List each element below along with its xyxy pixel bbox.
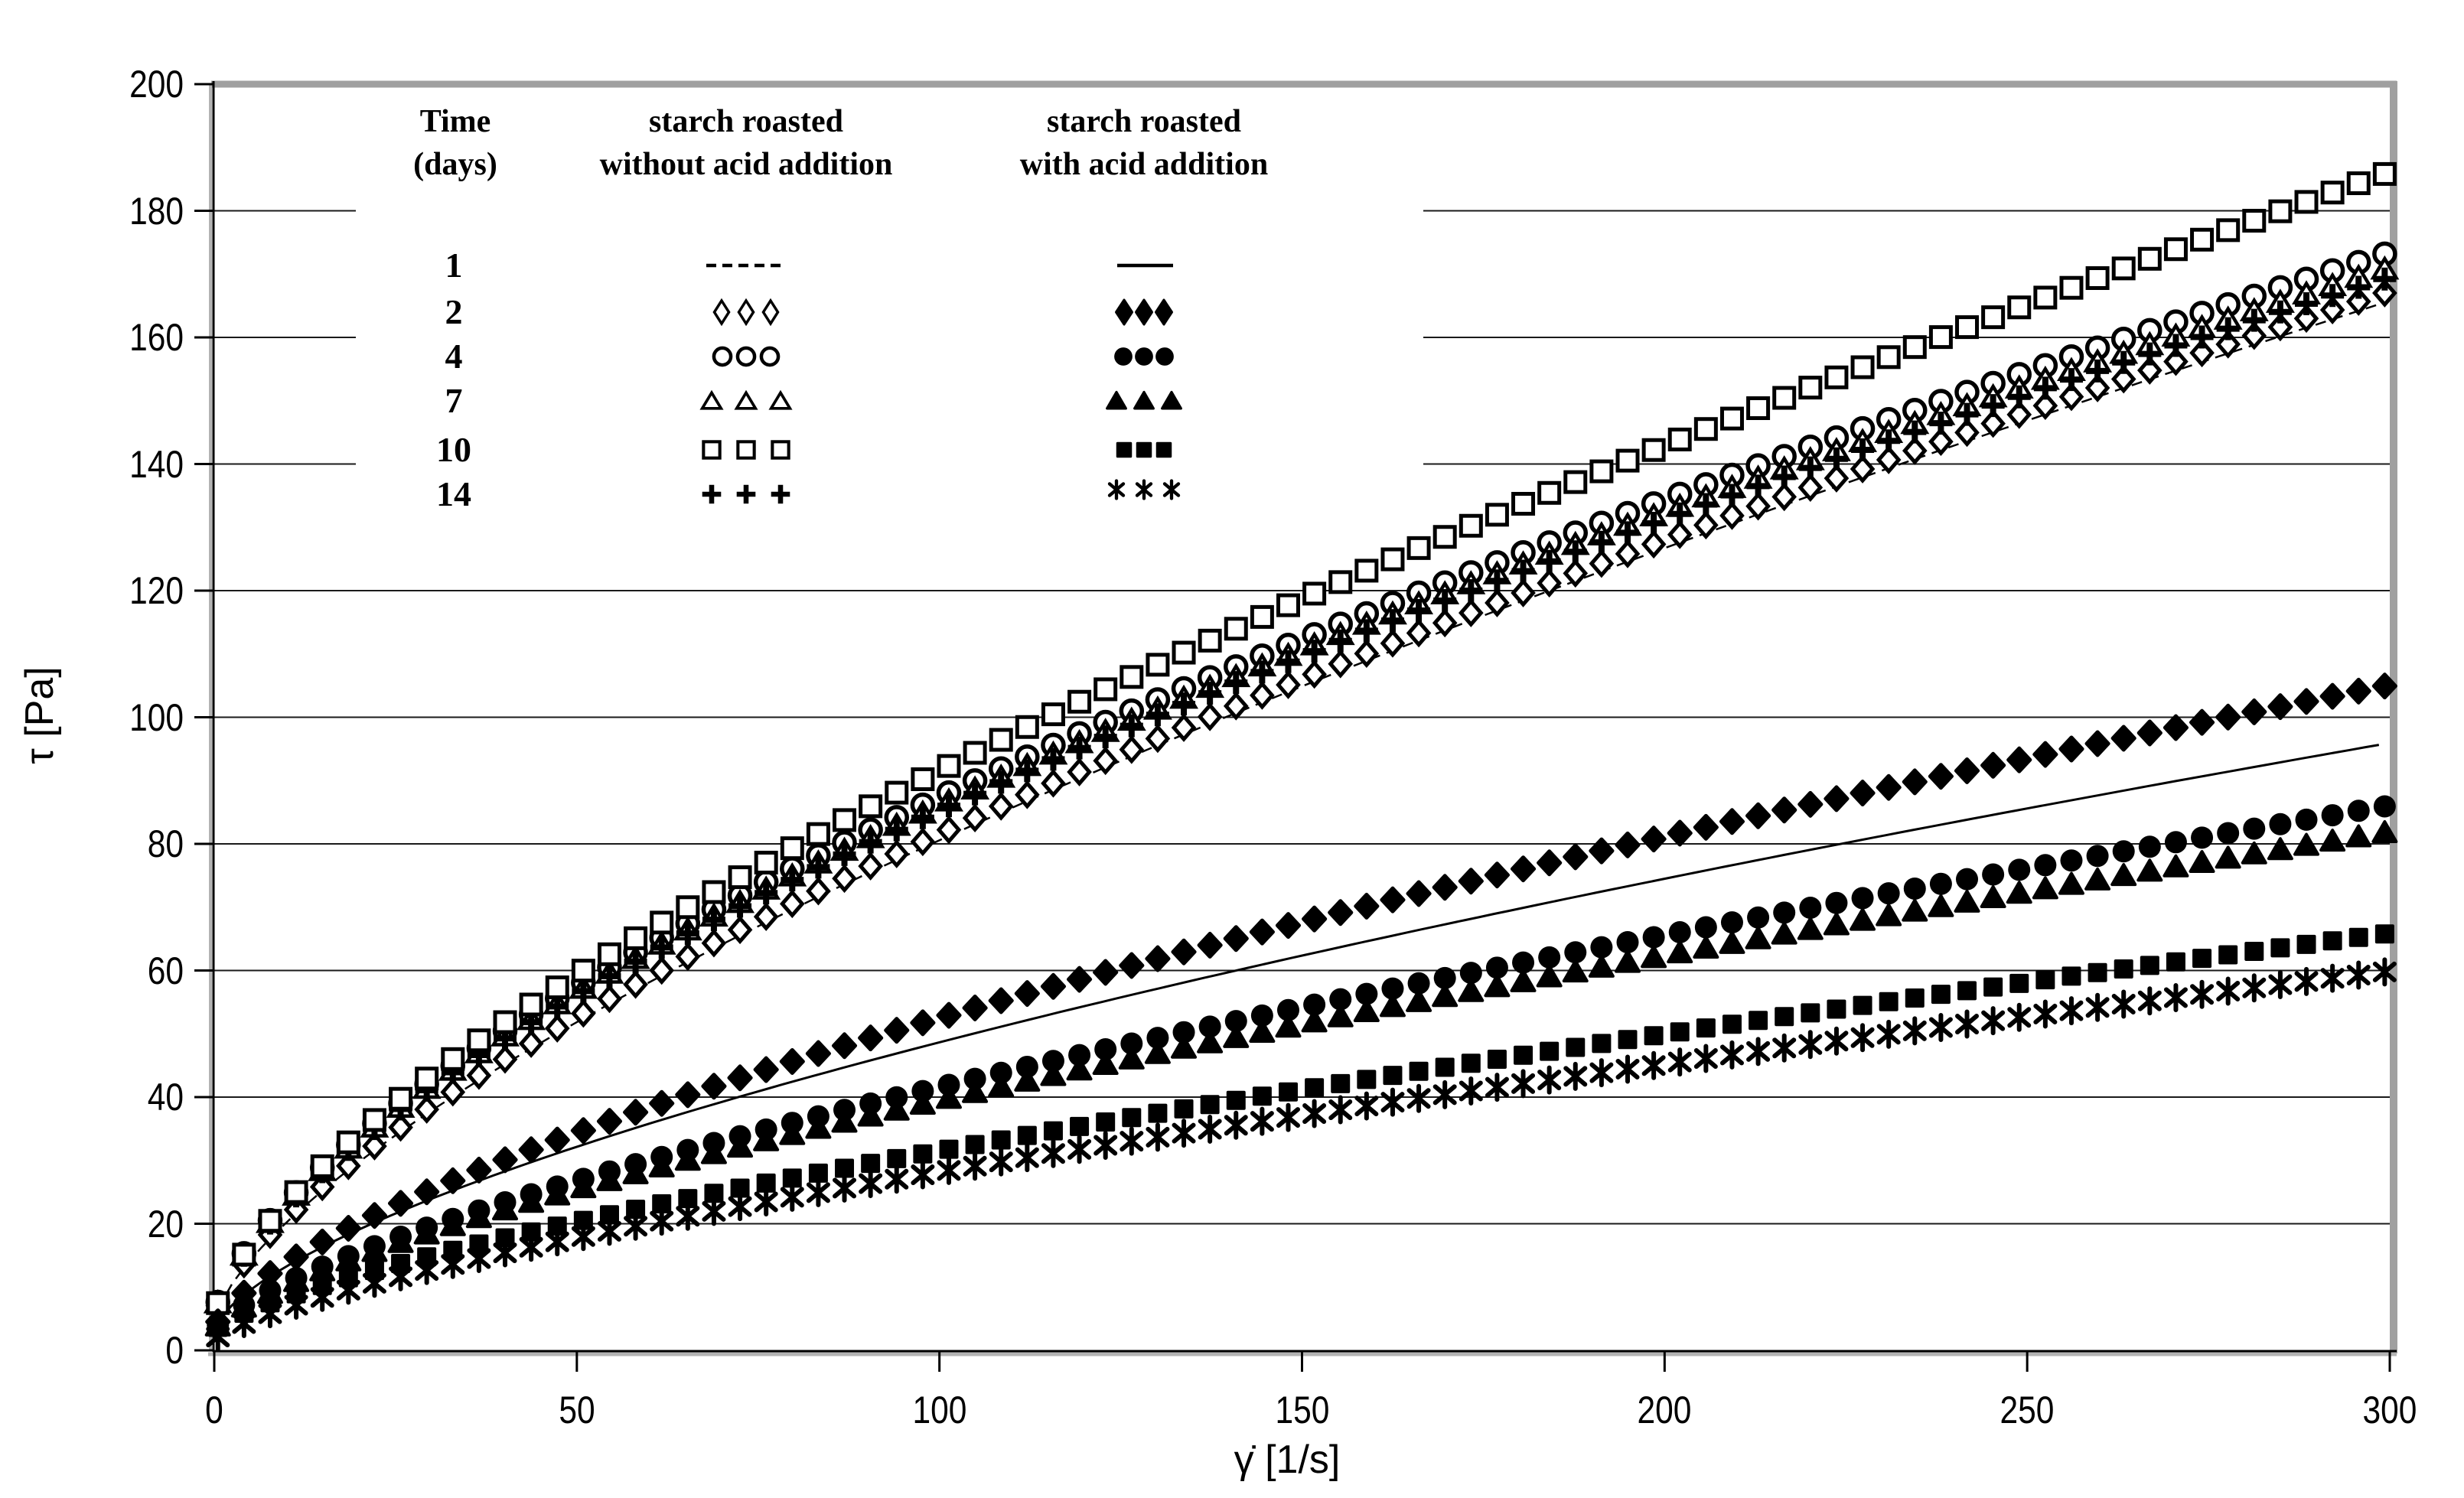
open-triangle-sample [699,389,793,410]
legend-symbol-without-14 [647,473,846,516]
legend-days-14: 14 [436,474,471,513]
solid-line-sample [1117,263,1173,268]
x-tick-label-300: 300 [2362,1389,2417,1431]
legend-symbol-with-2 [1045,291,1243,334]
series-day10-with [208,924,2394,1337]
filled-diamond-sample [1115,298,1173,326]
y-tick-label-140: 140 [129,442,184,486]
series-day7-with [204,820,2398,1337]
filled-triangle-sample [1106,390,1182,410]
y-tick-label-100: 100 [129,695,184,739]
legend: Time (days) starch roasted without acid … [356,96,1423,528]
filled-diamond-icon [1135,298,1153,326]
legend-symbol-with-4 [1045,335,1243,378]
filled-diamond-icon [1115,298,1133,326]
y-tick-label-120: 120 [129,569,184,612]
y-tick-label-80: 80 [147,822,184,865]
asterisk-sample [1107,479,1181,500]
legend-days-2: 2 [445,292,463,331]
legend-days-10: 10 [436,430,471,469]
x-tick-label-150: 150 [1275,1389,1329,1431]
legend-header-without-acid: starch roasted without acid addition [599,104,893,182]
y-tick-label-180: 180 [129,189,184,233]
y-tick-label-40: 40 [147,1076,184,1119]
open-diamond-icon [712,298,731,327]
series-day2-with [205,672,2397,1336]
legend-symbol-without-10 [647,428,846,471]
series-day2-without [205,278,2397,1321]
series-day1-with [217,744,2380,1323]
x-tick-label-250: 250 [2000,1389,2055,1431]
legend-symbol-without-2 [647,291,846,334]
plus-sample [702,484,790,504]
series-day4-with [207,795,2396,1337]
series-day14-with [206,957,2397,1352]
open-diamond-icon [761,298,780,327]
day1-with-line [217,744,2380,1323]
dashed-line-sample [706,263,786,268]
filled-circle-sample [1114,347,1174,366]
legend-symbol-with-7 [1045,379,1243,422]
legend-symbol-without-4 [647,335,846,378]
legend-days-4: 4 [445,337,463,376]
filled-diamond-icon [1155,298,1173,326]
open-circle-sample [712,346,781,367]
x-tick-label-0: 0 [205,1389,223,1431]
y-tick-label-60: 60 [147,949,184,992]
series-day10-without [206,161,2397,1315]
legend-header-with-acid: starch roasted with acid addition [1019,104,1269,182]
open-diamond-sample [712,298,780,327]
legend-symbol-with-14 [1045,473,1243,516]
legend-days-1: 1 [445,246,463,285]
x-tick-label-50: 50 [559,1389,595,1431]
legend-symbol-with-10 [1045,428,1243,471]
x-tick-label-200: 200 [1637,1389,1692,1431]
x-axis-title: γ̇ [1/s] [1234,1438,1341,1482]
y-tick-label-20: 20 [147,1202,184,1246]
legend-header-time: Time (days) [413,104,497,182]
legend-symbol-without-7 [647,379,846,422]
x-tick-label-100: 100 [912,1389,967,1431]
y-tick-label-0: 0 [165,1329,184,1372]
legend-symbol-with-1 [1045,244,1243,287]
legend-days-7: 7 [445,381,463,420]
y-tick-label-200: 200 [129,63,184,106]
open-diamond-icon [737,298,755,327]
open-square-sample [702,440,790,460]
y-tick-label-160: 160 [129,316,184,359]
series-day14-without [206,267,2397,1314]
filled-square-sample [1116,441,1172,458]
legend-symbol-without-1 [647,244,846,287]
